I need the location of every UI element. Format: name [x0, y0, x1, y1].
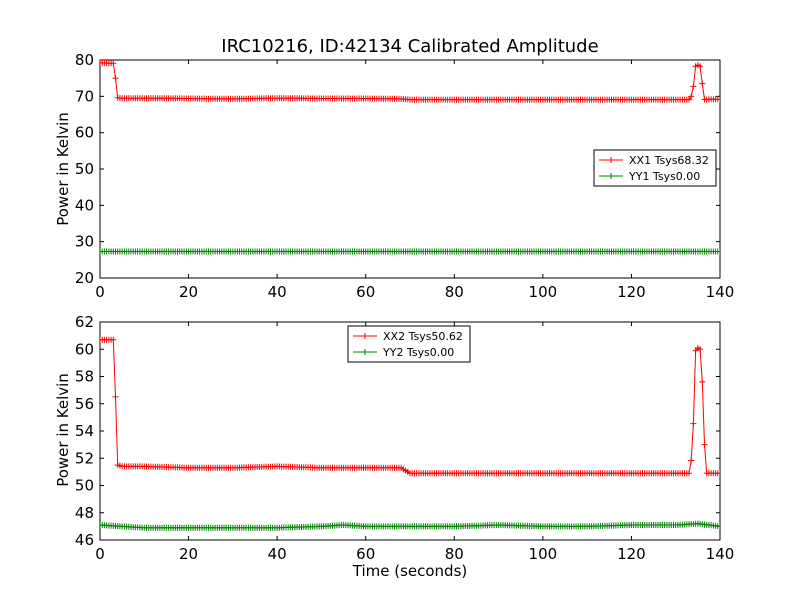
bottom-x-tick-label: 120: [617, 545, 646, 563]
top-x-tick-label: 120: [617, 283, 646, 301]
top-x-tick-label: 20: [179, 283, 198, 301]
plot-bottom: 0 20 40 60 80 100 120 140 46 48 50 52 54 56 58 60 62 XX2 …: [75, 313, 734, 563]
top-x-tick-label: 60: [356, 283, 375, 301]
top-y-tick-label: 20: [75, 269, 94, 287]
top-legend: XX1 Tsys68.32 YY1 Tsys0.00: [593, 149, 717, 187]
top-y-tick-label: 30: [75, 233, 94, 251]
top-series-1: [100, 248, 720, 255]
bottom-series-markers: [100, 520, 720, 531]
bottom-x-tick-label: 60: [356, 545, 375, 563]
top-series-markers: [100, 59, 720, 103]
bottom-legend-marker: [362, 349, 368, 355]
bottom-y-tick-label: 48: [75, 504, 94, 522]
bottom-x-tick-label: 20: [179, 545, 198, 563]
bottom-y-axis-label: Power in Kelvin: [54, 373, 72, 487]
top-y-tick-label: 80: [75, 51, 94, 69]
chart-title: IRC10216, ID:42134 Calibrated Amplitude: [221, 36, 598, 57]
top-y-tick-label: 40: [75, 196, 94, 214]
bottom-legend-label: XX2 Tsys50.62: [383, 330, 463, 343]
bottom-y-tick-label: 58: [75, 368, 94, 386]
bottom-y-tick-label: 56: [75, 395, 94, 413]
top-x-tick-label: 40: [268, 283, 287, 301]
top-y-tick-label: 60: [75, 124, 94, 142]
bottom-y-tick-label: 52: [75, 449, 94, 467]
top-legend-box: [593, 149, 717, 187]
top-series-markers: [100, 248, 720, 255]
top-legend-marker: [608, 157, 614, 163]
top-series-0: [100, 59, 720, 103]
top-x-tick-label: 100: [529, 283, 558, 301]
top-y-axis-label: Power in Kelvin: [54, 112, 72, 226]
bottom-x-tick-label: 100: [529, 545, 558, 563]
bottom-series-0: [100, 336, 720, 477]
bottom-series-markers: [100, 336, 720, 477]
bottom-x-tick-label: 40: [268, 545, 287, 563]
x-axis-label: Time (seconds): [352, 562, 468, 580]
bottom-y-tick-label: 54: [75, 422, 94, 440]
top-x-tick-label: 0: [95, 283, 105, 301]
top-x-tick-label: 140: [706, 283, 735, 301]
top-legend-label: XX1 Tsys68.32: [629, 154, 709, 167]
bottom-x-tick-label: 80: [445, 545, 464, 563]
bottom-x-tick-label: 140: [706, 545, 735, 563]
top-legend-marker: [608, 173, 614, 179]
top-x-tick-label: 80: [445, 283, 464, 301]
bottom-y-tick-label: 60: [75, 340, 94, 358]
top-y-tick-label: 50: [75, 160, 94, 178]
bottom-y-tick-label: 62: [75, 313, 94, 331]
bottom-legend-box: [347, 325, 471, 363]
bottom-x-tick-label: 0: [95, 545, 105, 563]
bottom-legend-marker: [362, 333, 368, 339]
bottom-y-tick-label: 46: [75, 531, 94, 549]
bottom-legend-label: YY2 Tsys0.00: [382, 346, 454, 359]
bottom-series-1: [100, 520, 720, 531]
top-y-tick-label: 70: [75, 87, 94, 105]
bottom-y-tick-label: 50: [75, 477, 94, 495]
bottom-legend: XX2 Tsys50.62 YY2 Tsys0.00: [347, 325, 471, 363]
top-legend-label: YY1 Tsys0.00: [628, 170, 700, 183]
